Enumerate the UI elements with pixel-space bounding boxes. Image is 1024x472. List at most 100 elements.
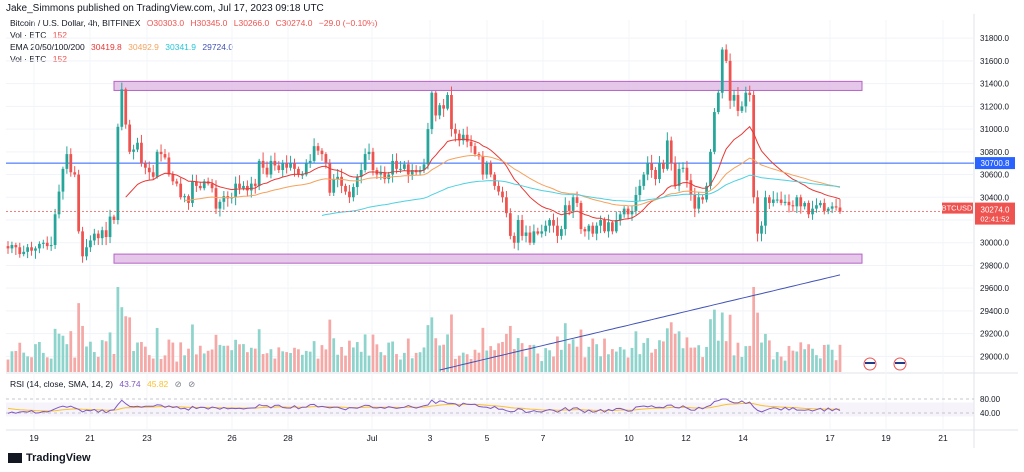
candle (532, 231, 536, 243)
volume-bar (520, 343, 524, 372)
footer-brand[interactable]: TradingView (8, 452, 91, 464)
volume-bar (320, 345, 324, 372)
volume-bar (120, 307, 124, 372)
candle (183, 196, 186, 198)
volume-bar (799, 342, 803, 372)
volume-bar (128, 317, 132, 372)
volume-bar (556, 336, 559, 372)
rsi-legend: RSI (14, close, SMA, 14, 2) 43.74 45.82 … (10, 379, 199, 390)
price-tick-label: 31200.0 (980, 102, 1009, 111)
candle (108, 216, 112, 238)
candle (34, 248, 37, 251)
candle (308, 160, 312, 164)
resistance-zone (113, 80, 863, 91)
candle (147, 167, 151, 173)
volume-bar (61, 335, 65, 372)
candle (803, 202, 807, 207)
settings-icon[interactable]: ⊘ (174, 379, 182, 389)
candle (779, 199, 783, 203)
price-tick-label: 29600.0 (980, 284, 1009, 293)
volume-bar (312, 341, 316, 372)
volume-bar (787, 345, 791, 372)
candle (634, 195, 638, 211)
vol-label-2[interactable]: Vol · BTC (10, 54, 47, 64)
volume-bar (693, 347, 697, 372)
hline-price-text: 30700.8 (981, 159, 1010, 168)
volume-bar (497, 343, 500, 372)
candle (587, 225, 591, 232)
symbol-label[interactable]: Bitcoin / U.S. Dollar, 4h, BITFINEX (10, 18, 141, 28)
candle (285, 163, 289, 168)
visibility-icon[interactable]: ⊘ (188, 379, 196, 389)
ema-label[interactable]: EMA 20/50/100/200 (10, 42, 85, 52)
time-tick-label: 5 (485, 433, 490, 443)
candle (626, 208, 630, 215)
candle (391, 160, 394, 175)
ema20-value: 30419.8 (91, 42, 122, 52)
volume-bar (187, 348, 190, 372)
volume-bar (446, 334, 449, 372)
volume-bar (163, 355, 167, 372)
volume-bar (198, 345, 202, 372)
candle (218, 201, 222, 209)
volume-bar (49, 358, 53, 372)
candle (834, 206, 838, 208)
candle (73, 172, 77, 175)
time-tick-label: 28 (283, 433, 293, 443)
candle (713, 112, 716, 152)
candle (583, 229, 587, 232)
candle (728, 60, 732, 101)
candle (403, 164, 406, 169)
candle (724, 49, 728, 61)
volume-bar (740, 356, 744, 372)
price-tick-label: 30000.0 (980, 239, 1009, 248)
volume-bar (6, 359, 10, 372)
candle (732, 95, 736, 101)
candle (261, 160, 265, 168)
candle (563, 205, 567, 230)
candle (53, 214, 57, 245)
candle (143, 163, 147, 168)
volume-bar (124, 316, 128, 372)
candle (591, 225, 595, 234)
candle (18, 247, 22, 255)
candle (701, 197, 705, 200)
candle (324, 154, 328, 164)
volume-bar (116, 287, 120, 372)
candle (426, 129, 430, 165)
candle (654, 170, 657, 180)
volume-bar (830, 349, 834, 372)
candle (571, 197, 575, 211)
candle (540, 231, 544, 234)
volume-bar (681, 348, 685, 372)
candle (281, 163, 285, 170)
candle (85, 247, 88, 257)
candle (461, 134, 465, 141)
candle (791, 205, 795, 207)
volume-bar (391, 341, 394, 372)
candle (650, 163, 653, 170)
candle (822, 202, 826, 211)
volume-bar (143, 346, 147, 372)
volume-bar (642, 342, 646, 372)
volume-bar (426, 325, 430, 372)
volume-bar (92, 352, 96, 372)
price-tag (975, 202, 1015, 225)
candle (669, 140, 673, 164)
volume-bar (108, 332, 112, 372)
volume-bar (183, 355, 186, 372)
volume-bar (34, 344, 37, 372)
candle (69, 154, 73, 173)
time-tick-label: 21 (85, 433, 95, 443)
candle (536, 231, 540, 234)
low-value: L30266.0 (233, 18, 270, 28)
candle (528, 232, 532, 243)
candle (363, 154, 367, 170)
rsi-label[interactable]: RSI (14, close, SMA, 14, 2) (10, 379, 113, 389)
volume-bar (277, 347, 281, 372)
candle (210, 183, 214, 189)
volume-bar (328, 319, 332, 372)
vol-label[interactable]: Vol · BTC (10, 30, 47, 40)
candle (665, 140, 669, 169)
